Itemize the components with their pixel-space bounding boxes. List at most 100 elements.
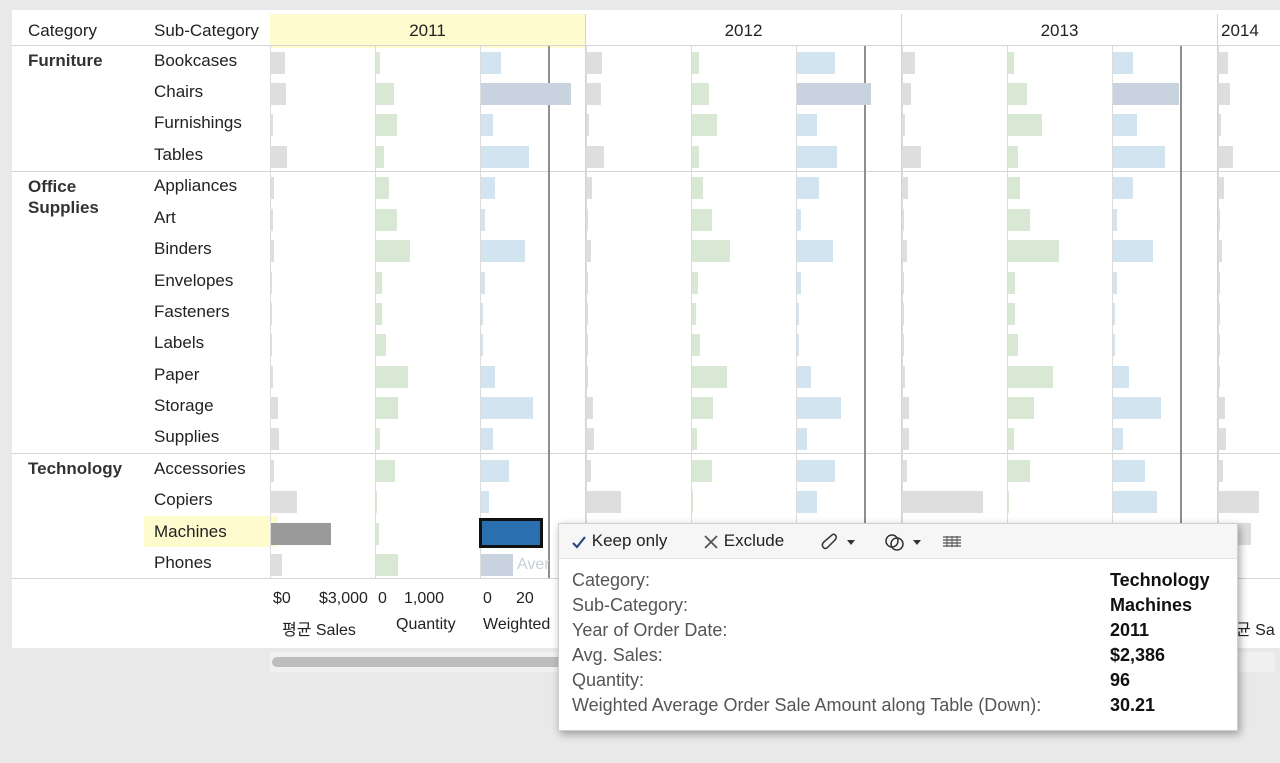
reference-line[interactable] bbox=[1180, 46, 1182, 578]
bar-sales-2012-copiers[interactable] bbox=[587, 491, 621, 513]
bar-sales-2014-envelopes[interactable] bbox=[1219, 272, 1220, 294]
bar-sales-2011-fasteners[interactable] bbox=[271, 303, 272, 325]
year-divider[interactable] bbox=[1217, 14, 1218, 578]
bar-sales-2014-fasteners[interactable] bbox=[1219, 303, 1220, 325]
subcategory-label[interactable]: Art bbox=[154, 208, 176, 227]
bar-weighted-2011-machines[interactable] bbox=[479, 518, 543, 548]
bar-sales-2011-envelopes[interactable] bbox=[271, 272, 272, 294]
bar-quantity-2012-labels[interactable] bbox=[692, 334, 700, 356]
bar-sales-2014-supplies[interactable] bbox=[1219, 428, 1226, 450]
bar-sales-2014-storage[interactable] bbox=[1219, 397, 1225, 419]
pane-divider[interactable] bbox=[796, 46, 797, 578]
subcategory-label[interactable]: Chairs bbox=[154, 82, 204, 101]
bar-sales-2012-accessories[interactable] bbox=[587, 460, 591, 482]
bar-quantity-2013-art[interactable] bbox=[1008, 209, 1030, 231]
category-column-header[interactable]: Category bbox=[28, 21, 97, 40]
bar-sales-2014-labels[interactable] bbox=[1219, 334, 1220, 356]
bar-sales-2013-chairs[interactable] bbox=[903, 83, 911, 105]
bar-weighted-2012-accessories[interactable] bbox=[797, 460, 835, 482]
bar-weighted-2011-binders[interactable] bbox=[481, 240, 525, 262]
bar-sales-2011-supplies[interactable] bbox=[271, 428, 279, 450]
bar-quantity-2011-paper[interactable] bbox=[376, 366, 408, 388]
bar-sales-2012-bookcases[interactable] bbox=[587, 52, 602, 74]
bar-sales-2011-bookcases[interactable] bbox=[271, 52, 285, 74]
bar-weighted-2011-art[interactable] bbox=[481, 209, 485, 231]
category-label-furniture[interactable]: Furniture bbox=[28, 51, 103, 70]
subcategory-label[interactable]: Bookcases bbox=[154, 51, 238, 70]
bar-quantity-2011-storage[interactable] bbox=[376, 397, 398, 419]
pane-divider[interactable] bbox=[270, 46, 271, 578]
subcategory-label[interactable]: Supplies bbox=[154, 427, 220, 446]
bar-quantity-2011-phones[interactable] bbox=[376, 554, 398, 576]
subcategory-label[interactable]: Copiers bbox=[154, 490, 213, 509]
bar-weighted-2013-furnishings[interactable] bbox=[1113, 114, 1137, 136]
bar-sales-2011-labels[interactable] bbox=[271, 334, 272, 356]
bar-sales-2013-art[interactable] bbox=[903, 209, 904, 231]
subcategory-label[interactable]: Envelopes bbox=[154, 271, 234, 290]
weighted-axis-title[interactable]: Weighted bbox=[483, 616, 551, 633]
bar-weighted-2012-copiers[interactable] bbox=[797, 491, 817, 513]
bar-quantity-2012-fasteners[interactable] bbox=[692, 303, 696, 325]
pane-divider[interactable] bbox=[1218, 46, 1219, 578]
bar-weighted-2012-paper[interactable] bbox=[797, 366, 811, 388]
quantity-axis-title[interactable]: Quantity bbox=[396, 616, 456, 633]
bar-weighted-2012-fasteners[interactable] bbox=[797, 303, 799, 325]
bar-quantity-2011-machines[interactable] bbox=[376, 523, 379, 545]
bar-sales-2013-paper[interactable] bbox=[903, 366, 905, 388]
bar-sales-2012-furnishings[interactable] bbox=[587, 114, 589, 136]
keep-only-button[interactable]: Keep only bbox=[571, 529, 667, 553]
bar-sales-2013-copiers[interactable] bbox=[903, 491, 983, 513]
scrollbar-thumb[interactable] bbox=[272, 657, 572, 667]
year-divider[interactable] bbox=[901, 14, 902, 578]
bar-quantity-2012-storage[interactable] bbox=[692, 397, 713, 419]
subcategory-label[interactable]: Furnishings bbox=[154, 113, 242, 132]
bar-quantity-2011-envelopes[interactable] bbox=[376, 272, 382, 294]
bar-quantity-2013-labels[interactable] bbox=[1008, 334, 1018, 356]
bar-sales-2013-storage[interactable] bbox=[903, 397, 909, 419]
bar-sales-2012-supplies[interactable] bbox=[587, 428, 594, 450]
bar-quantity-2013-chairs[interactable] bbox=[1008, 83, 1027, 105]
year-header-2011[interactable]: 2011 bbox=[270, 14, 585, 48]
bar-sales-2013-labels[interactable] bbox=[903, 334, 904, 356]
reference-line[interactable] bbox=[548, 46, 550, 578]
bar-weighted-2013-binders[interactable] bbox=[1113, 240, 1153, 262]
bar-weighted-2012-envelopes[interactable] bbox=[797, 272, 801, 294]
bar-weighted-2011-storage[interactable] bbox=[481, 397, 533, 419]
pane-divider[interactable] bbox=[586, 46, 587, 578]
bar-sales-2014-bookcases[interactable] bbox=[1219, 52, 1228, 74]
bar-sales-2011-copiers[interactable] bbox=[271, 491, 297, 513]
bar-weighted-2012-bookcases[interactable] bbox=[797, 52, 835, 74]
year-header-2012[interactable]: 2012 bbox=[724, 21, 763, 40]
bar-quantity-2011-art[interactable] bbox=[376, 209, 397, 231]
view-data-button[interactable] bbox=[942, 529, 962, 553]
year-header-2014[interactable]: 2014 bbox=[1221, 21, 1259, 40]
bar-sales-2011-binders[interactable] bbox=[271, 240, 274, 262]
bar-weighted-2013-labels[interactable] bbox=[1113, 334, 1115, 356]
sales-axis-title-2014[interactable]: 균 Sa bbox=[1236, 622, 1275, 639]
subcategory-label[interactable]: Appliances bbox=[154, 176, 238, 195]
subcategory-column-header[interactable]: Sub-Category bbox=[154, 21, 259, 40]
pane-divider[interactable] bbox=[375, 46, 376, 578]
pane-divider[interactable] bbox=[1112, 46, 1113, 578]
bar-weighted-2011-envelopes[interactable] bbox=[481, 272, 485, 294]
bar-quantity-2012-tables[interactable] bbox=[692, 146, 699, 168]
bar-quantity-2013-paper[interactable] bbox=[1008, 366, 1053, 388]
bar-weighted-2013-copiers[interactable] bbox=[1113, 491, 1157, 513]
bar-sales-2014-tables[interactable] bbox=[1219, 146, 1233, 168]
bar-weighted-2012-chairs[interactable] bbox=[797, 83, 871, 105]
bar-sales-2011-chairs[interactable] bbox=[271, 83, 286, 105]
pane-divider[interactable] bbox=[691, 46, 692, 578]
bar-weighted-2012-art[interactable] bbox=[797, 209, 801, 231]
bar-quantity-2013-tables[interactable] bbox=[1008, 146, 1018, 168]
year-header-2013[interactable]: 2013 bbox=[1040, 21, 1079, 40]
subcategory-label[interactable]: Labels bbox=[154, 333, 205, 352]
subcategory-label[interactable]: Phones bbox=[154, 553, 212, 572]
pane-divider[interactable] bbox=[1007, 46, 1008, 578]
bar-weighted-2012-binders[interactable] bbox=[797, 240, 833, 262]
bar-sales-2011-appliances[interactable] bbox=[271, 177, 274, 199]
bar-sales-2014-furnishings[interactable] bbox=[1219, 114, 1221, 136]
bar-weighted-2013-accessories[interactable] bbox=[1113, 460, 1145, 482]
subcategory-label-selected[interactable]: Machines bbox=[144, 516, 278, 547]
bar-sales-2014-copiers[interactable] bbox=[1219, 491, 1259, 513]
bar-quantity-2011-fasteners[interactable] bbox=[376, 303, 382, 325]
